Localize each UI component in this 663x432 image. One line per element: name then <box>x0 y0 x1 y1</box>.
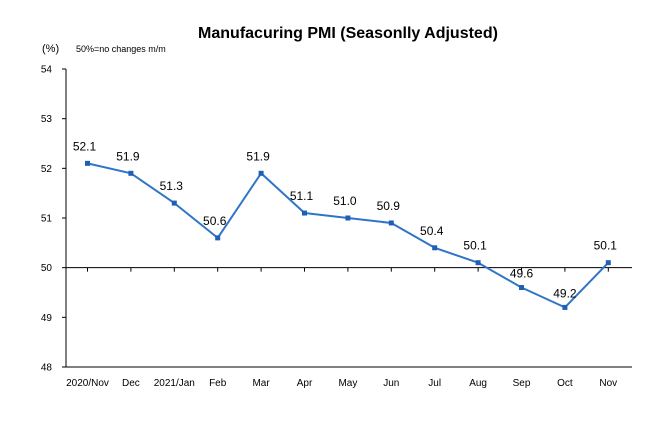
data-point <box>388 220 394 226</box>
y-tick-label: 52 <box>41 164 53 175</box>
x-tick-label: 2021/Jan <box>154 378 195 389</box>
x-tick-label: Dec <box>122 378 140 389</box>
x-tick-label: Jun <box>383 378 399 389</box>
x-tick-label: Jul <box>428 378 441 389</box>
x-tick-label: Oct <box>557 378 573 389</box>
data-point <box>85 160 90 166</box>
data-label: 49.6 <box>510 267 534 281</box>
x-tick-label: 2020/Nov <box>66 378 109 389</box>
data-point <box>128 170 134 176</box>
x-tick-label: Sep <box>513 378 531 389</box>
data-label: 49.2 <box>553 286 577 300</box>
data-label: 51.9 <box>116 149 140 163</box>
y-tick-label: 53 <box>41 114 53 125</box>
data-label: 51.3 <box>160 179 184 193</box>
y-tick-labels: 48 49 50 51 52 53 54 <box>41 65 53 374</box>
x-tick-label: Aug <box>469 378 487 389</box>
x-tick-labels: 2020/Nov Dec 2021/Jan Feb Mar Apr May Jun Jul Aug… <box>66 378 617 389</box>
data-label: 52.1 <box>73 139 97 153</box>
data-label: 51.9 <box>246 149 270 163</box>
data-label: 50.4 <box>420 224 444 238</box>
data-label: 50.6 <box>203 214 227 228</box>
data-label: 51.0 <box>333 194 357 208</box>
y-tick-label: 48 <box>41 363 53 374</box>
x-tick-label: May <box>338 378 357 389</box>
y-tick-label: 51 <box>41 214 53 225</box>
y-tick-label: 54 <box>41 65 53 76</box>
data-label: 50.9 <box>377 199 401 213</box>
data-point <box>345 215 351 221</box>
y-tick-label: 50 <box>41 263 53 274</box>
data-labels: 52.1 51.9 51.3 50.6 51.9 51.1 51.0 50.9 50.4 50.1… <box>73 139 617 300</box>
data-point <box>215 235 221 241</box>
data-point <box>258 170 264 176</box>
data-point <box>432 245 438 251</box>
baseline-note: 50%=no changes m/m <box>76 44 166 54</box>
data-label: 50.1 <box>594 239 618 253</box>
data-point <box>605 260 611 266</box>
data-label: 50.1 <box>463 239 487 253</box>
y-axis-unit: (%) <box>42 43 59 55</box>
x-tick-label: Apr <box>297 378 313 389</box>
data-point <box>171 200 177 206</box>
data-point <box>519 285 524 291</box>
chart-title: Manufacuring PMI (Seasonlly Adjusted) <box>198 25 498 42</box>
x-tick-label: Feb <box>209 378 227 389</box>
axes <box>62 68 632 368</box>
data-point <box>562 304 568 310</box>
data-point <box>302 210 307 216</box>
data-label: 51.1 <box>290 189 314 203</box>
x-tick-label: Mar <box>252 378 270 389</box>
data-markers <box>85 160 611 310</box>
data-point <box>475 260 481 266</box>
y-tick-label: 49 <box>41 313 53 324</box>
x-tick-label: Nov <box>599 378 617 389</box>
